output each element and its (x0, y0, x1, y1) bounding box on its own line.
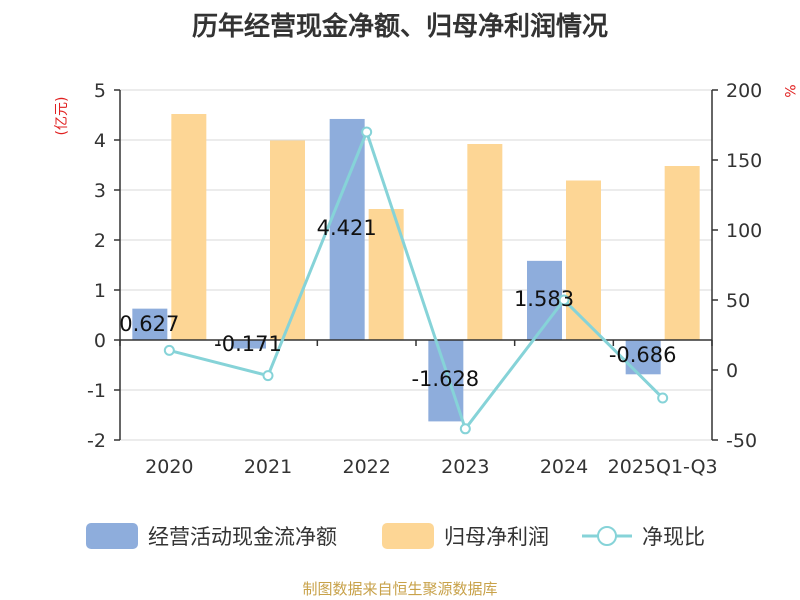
net-profit-bar (368, 209, 404, 340)
x-tick-label: 2022 (342, 456, 390, 478)
cash-flow-bar (329, 118, 365, 340)
ratio-point (558, 294, 570, 306)
cash-flow-value-label: 1.583 (514, 287, 574, 311)
right-axis-unit: % (781, 84, 797, 97)
x-tick-label: 2024 (540, 456, 588, 478)
ratio-point (459, 423, 471, 435)
left-tick-label: 2 (94, 230, 106, 252)
ratio-point (361, 126, 373, 138)
cash-flow-value-label: 0.627 (119, 312, 179, 336)
chart-title: 历年经营现金净额、归母净利润情况 (191, 12, 608, 42)
right-tick-label: 50 (726, 290, 750, 312)
x-tick-label: 2025Q1-Q3 (608, 456, 718, 478)
net-profit-bar (467, 144, 503, 340)
left-tick-label: 3 (94, 180, 106, 202)
left-axis-unit: (亿元) (54, 97, 70, 136)
legend-label-net-profit: 归母净利润 (444, 525, 549, 549)
right-tick-label: 0 (726, 360, 738, 382)
right-tick-label: -50 (726, 430, 757, 452)
cash-flow-value-label: -1.628 (411, 367, 479, 391)
net-profit-bar (664, 166, 700, 340)
ratio-point (163, 344, 175, 356)
net-profit-bar (566, 180, 601, 340)
cash-flow-value-label: -0.171 (214, 332, 282, 356)
legend: 经营活动现金流净额 归母净利润 净现比 (86, 523, 705, 549)
net-profit-bar (270, 140, 305, 340)
left-tick-label: 1 (94, 280, 106, 302)
cash-flow-bar (231, 340, 266, 349)
ratio-point (262, 370, 274, 382)
x-tick-label: 2023 (441, 456, 489, 478)
legend-swatch-ratio-marker (597, 526, 617, 546)
left-tick-label: 5 (94, 80, 106, 102)
left-tick-label: -1 (87, 380, 106, 402)
ratio-series-line (168, 127, 664, 432)
legend-label-ratio: 净现比 (642, 525, 705, 549)
right-tick-label: 150 (726, 150, 762, 172)
cash-flow-value-label: 4.421 (317, 216, 377, 240)
right-tick-label: 200 (726, 80, 762, 102)
left-tick-label: 4 (94, 130, 106, 152)
left-tick-label: -2 (87, 430, 106, 452)
left-tick-label: 0 (94, 330, 106, 352)
bars (132, 114, 700, 422)
x-tick-label: 2020 (145, 456, 193, 478)
cash-flow-bar (132, 308, 168, 340)
net-profit-bar (171, 114, 207, 340)
axes: 5 4 3 2 1 0 -1 -2 200 150 100 50 0 -50 2020 2021 2022 202… (54, 80, 797, 478)
source-note: 制图数据来自恒生聚源数据库 (302, 580, 498, 598)
ratio-line (163, 126, 669, 435)
legend-label-cash-flow: 经营活动现金流净额 (148, 525, 337, 549)
legend-swatch-cash-flow (86, 523, 138, 549)
right-tick-label: 100 (726, 220, 762, 242)
legend-swatch-net-profit (382, 523, 434, 549)
x-tick-label: 2021 (244, 456, 292, 478)
data-labels: 0.627 -0.171 4.421 -1.628 1.583 -0.686 (119, 216, 676, 391)
cash-flow-value-label: -0.686 (609, 343, 677, 367)
ratio-point (657, 392, 669, 404)
